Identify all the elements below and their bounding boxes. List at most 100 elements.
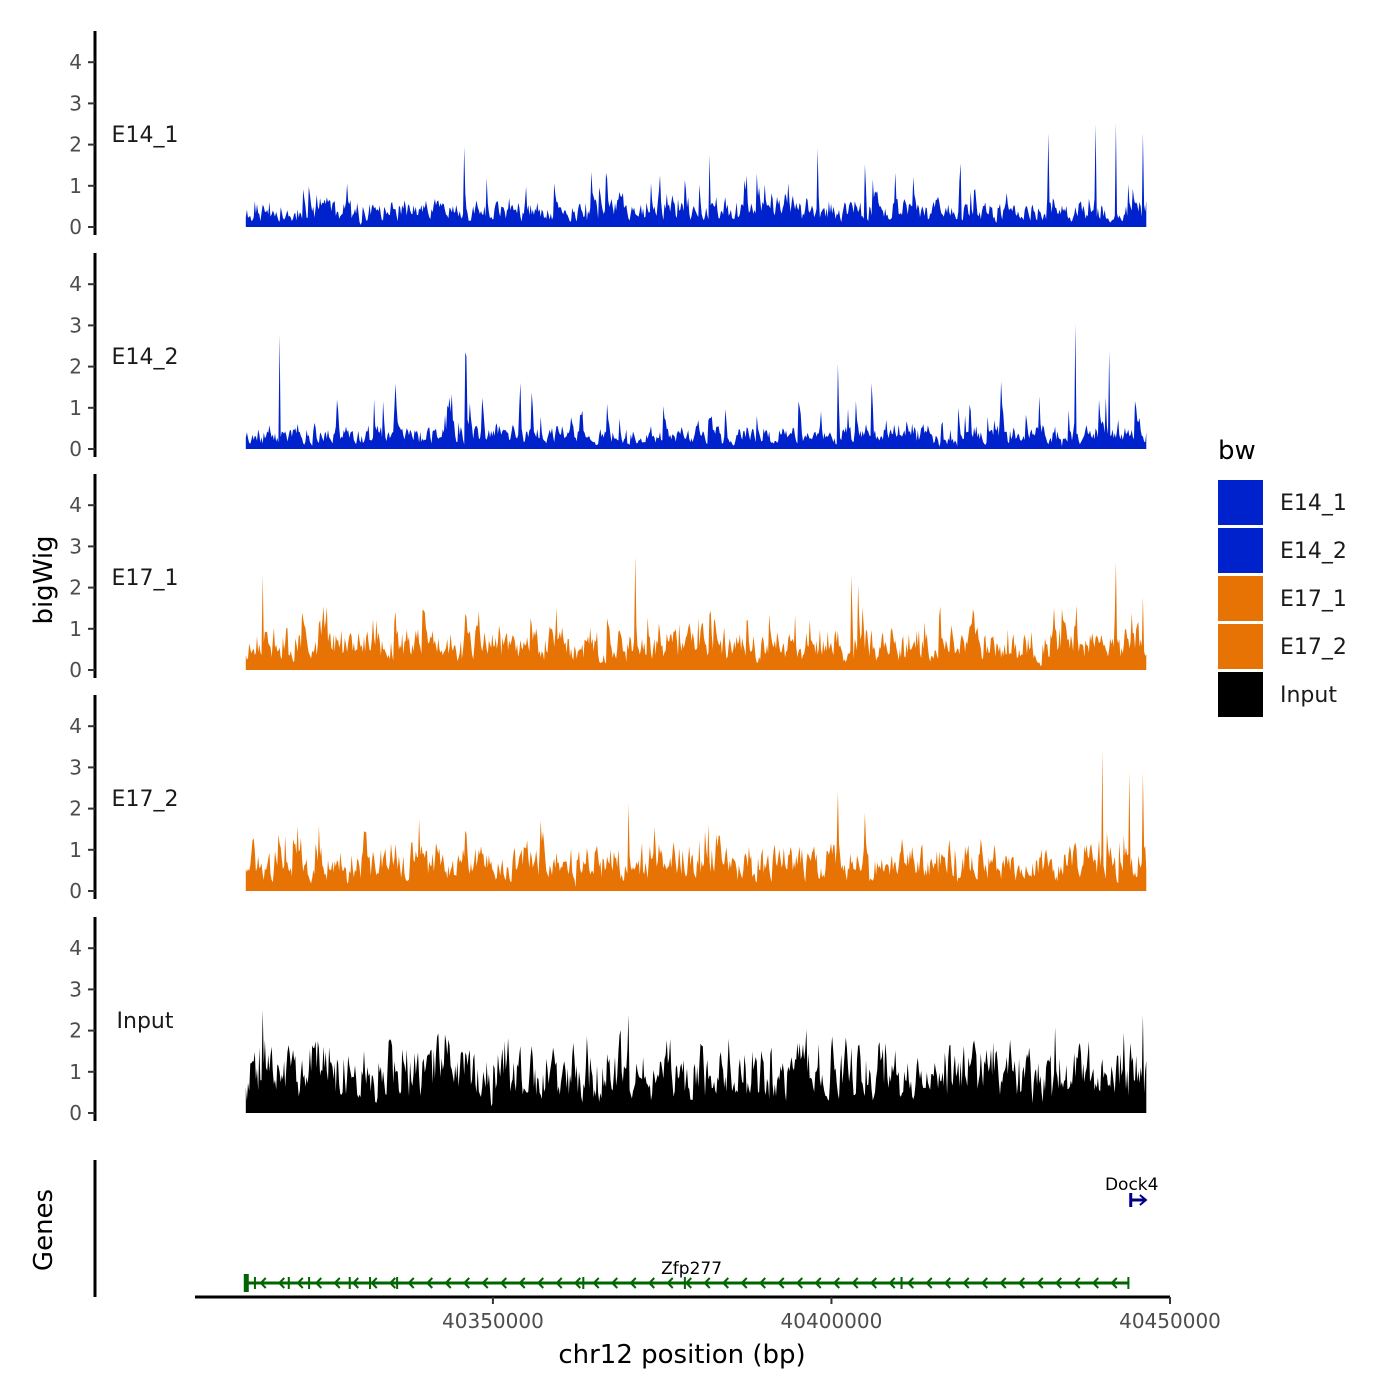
y-tick-label: 3 bbox=[69, 534, 82, 558]
coverage-area-Input bbox=[245, 1009, 1147, 1113]
y-tick-label: 2 bbox=[69, 133, 82, 157]
strand-arrow bbox=[999, 1277, 1007, 1289]
exon bbox=[582, 1277, 585, 1289]
strand-arrow bbox=[555, 1277, 563, 1289]
legend-label-E17_2: E17_2 bbox=[1280, 635, 1347, 660]
strand-arrow bbox=[536, 1277, 544, 1289]
strand-arrow bbox=[388, 1277, 396, 1289]
strand-arrow bbox=[684, 1277, 692, 1289]
strand-arrow bbox=[1139, 1194, 1148, 1206]
y-tick-label: 1 bbox=[69, 174, 82, 198]
strand-arrow bbox=[943, 1277, 951, 1289]
strand-arrow bbox=[1017, 1277, 1025, 1289]
strand-arrow bbox=[666, 1277, 674, 1289]
legend-label-Input: Input bbox=[1280, 683, 1337, 708]
genes-track: Zfp277 Dock4 bbox=[93, 1160, 1159, 1297]
strand-arrow bbox=[499, 1277, 507, 1289]
y-tick-label: 2 bbox=[69, 1019, 82, 1043]
legend-label-E14_1: E14_1 bbox=[1280, 491, 1347, 516]
genes-panel-title: Genes bbox=[29, 1189, 59, 1271]
track-label-E17_2: E17_2 bbox=[112, 787, 179, 812]
strand-arrow bbox=[370, 1277, 378, 1289]
coverage-tracks: 0 1 2 3 4 E14_1 0 1 2 3 4 E14_2 0 1 2 3 4 E17_1 0 1 2 3 4 E17_2… bbox=[69, 31, 1147, 1125]
x-tick-label: 40350000 bbox=[442, 1309, 544, 1333]
strand-arrow bbox=[333, 1277, 341, 1289]
strand-arrow bbox=[925, 1277, 933, 1289]
x-axis-title: chr12 position (bp) bbox=[558, 1340, 805, 1370]
y-tick-label: 3 bbox=[69, 755, 82, 779]
strand-arrow bbox=[259, 1277, 267, 1289]
x-tick-label: 40400000 bbox=[781, 1309, 883, 1333]
exon bbox=[683, 1277, 686, 1289]
y-tick-label: 3 bbox=[69, 91, 82, 115]
track-label-E14_2: E14_2 bbox=[112, 345, 179, 370]
y-tick-label: 0 bbox=[69, 215, 82, 239]
exon bbox=[396, 1277, 399, 1289]
strand-arrow bbox=[277, 1277, 285, 1289]
y-tick-label: 4 bbox=[69, 936, 82, 960]
exon bbox=[348, 1277, 351, 1289]
strand-arrow bbox=[758, 1277, 766, 1289]
strand-arrow bbox=[1091, 1277, 1099, 1289]
strand-arrow bbox=[462, 1277, 470, 1289]
strand-arrow bbox=[1110, 1277, 1118, 1289]
coverage-area-E17_1 bbox=[245, 555, 1147, 670]
exon bbox=[287, 1277, 290, 1289]
exon bbox=[308, 1277, 311, 1289]
legend-key-Input bbox=[1218, 672, 1263, 717]
track-label-E14_1: E14_1 bbox=[112, 123, 179, 148]
y-tick-label: 0 bbox=[69, 658, 82, 682]
y-tick-label: 4 bbox=[69, 272, 82, 296]
track-E14_2: 0 1 2 3 4 E14_2 bbox=[69, 253, 1147, 461]
strand-arrow bbox=[629, 1277, 637, 1289]
legend: E14_1 E14_2 E17_1 E17_2 Input bbox=[1218, 480, 1347, 717]
track-label-E17_1: E17_1 bbox=[112, 566, 179, 591]
y-axis-title: bigWig bbox=[29, 535, 59, 624]
gene-label-Zfp277: Zfp277 bbox=[661, 1259, 722, 1279]
legend-label-E14_2: E14_2 bbox=[1280, 539, 1347, 564]
strand-arrow bbox=[1036, 1277, 1044, 1289]
y-tick-label: 0 bbox=[69, 1101, 82, 1125]
coverage-area-E14_1 bbox=[245, 123, 1147, 227]
y-tick-label: 4 bbox=[69, 50, 82, 74]
x-tick-label: 40450000 bbox=[1119, 1309, 1221, 1333]
strand-arrow bbox=[1054, 1277, 1062, 1289]
y-tick-label: 4 bbox=[69, 714, 82, 738]
track-Input: 0 1 2 3 4 Input bbox=[69, 917, 1147, 1125]
x-axis: 40350000 40400000 40450000 bbox=[195, 1295, 1221, 1333]
strand-arrow bbox=[703, 1277, 711, 1289]
strand-arrow bbox=[592, 1277, 600, 1289]
y-tick-label: 3 bbox=[69, 313, 82, 337]
exon bbox=[253, 1277, 256, 1289]
exon bbox=[369, 1277, 372, 1289]
strand-arrow bbox=[444, 1277, 452, 1289]
gene-label-Dock4: Dock4 bbox=[1105, 1175, 1159, 1195]
gene-Dock4: Dock4 bbox=[1105, 1175, 1159, 1207]
strand-arrow bbox=[777, 1277, 785, 1289]
exon bbox=[900, 1277, 903, 1289]
track-E14_1: 0 1 2 3 4 E14_1 bbox=[69, 31, 1147, 239]
gene-Zfp277: Zfp277 bbox=[243, 1259, 1130, 1292]
strand-arrow bbox=[481, 1277, 489, 1289]
track-E17_2: 0 1 2 3 4 E17_2 bbox=[69, 695, 1147, 903]
strand-arrow bbox=[518, 1277, 526, 1289]
strand-arrow bbox=[647, 1277, 655, 1289]
y-tick-label: 2 bbox=[69, 576, 82, 600]
strand-arrow bbox=[351, 1277, 359, 1289]
track-E17_1: 0 1 2 3 4 E17_1 bbox=[69, 474, 1147, 682]
exon bbox=[243, 1274, 249, 1292]
strand-arrow bbox=[980, 1277, 988, 1289]
exon bbox=[1127, 1277, 1130, 1289]
strand-arrow bbox=[851, 1277, 859, 1289]
strand-arrow bbox=[573, 1277, 581, 1289]
legend-key-E14_2 bbox=[1218, 528, 1263, 573]
y-tick-label: 1 bbox=[69, 1060, 82, 1084]
legend-label-E17_1: E17_1 bbox=[1280, 587, 1347, 612]
strand-arrow bbox=[296, 1277, 304, 1289]
track-label-Input: Input bbox=[117, 1009, 174, 1034]
strand-arrow bbox=[795, 1277, 803, 1289]
strand-arrow bbox=[832, 1277, 840, 1289]
y-tick-label: 1 bbox=[69, 396, 82, 420]
strand-arrow bbox=[425, 1277, 433, 1289]
